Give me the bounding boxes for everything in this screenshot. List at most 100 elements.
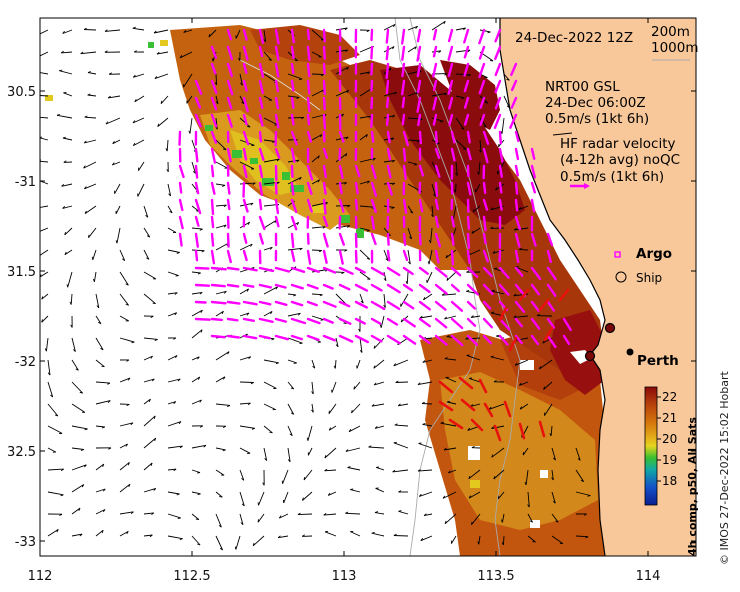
model-vector-head <box>271 338 275 341</box>
argo-label: Argo <box>636 246 672 262</box>
model-vector <box>95 400 111 405</box>
model-vector-head <box>84 115 88 118</box>
model-vector-head <box>479 149 482 153</box>
model-vector-head <box>60 494 64 497</box>
model-vector-head <box>301 117 305 120</box>
model-vector-head <box>514 227 517 231</box>
model-vector-head <box>446 335 450 337</box>
ship-position <box>584 350 596 362</box>
model-vector-head <box>346 90 350 93</box>
model-vector-head <box>80 51 84 55</box>
hf-vector <box>258 215 266 231</box>
hf-vector <box>416 62 422 78</box>
model-vector <box>115 205 121 215</box>
hf-vector <box>546 266 557 281</box>
hf-vector <box>226 317 239 322</box>
y-tick-label: -32 <box>15 355 36 370</box>
nrt-title: NRT00 GSL <box>545 79 620 95</box>
hf-vector <box>514 198 519 212</box>
model-vector <box>93 271 97 282</box>
model-vector <box>189 117 193 134</box>
model-vector <box>394 424 409 427</box>
model-vector <box>215 513 222 528</box>
hf-vector <box>514 164 519 177</box>
model-vector <box>575 469 585 482</box>
hf-vector <box>401 96 406 109</box>
model-vector-head <box>341 113 344 117</box>
hf-vector <box>290 249 296 262</box>
model-vector <box>239 469 245 481</box>
model-vector <box>297 513 313 516</box>
model-vector <box>307 447 313 456</box>
hf-vector <box>448 113 454 126</box>
ship-label: Ship <box>636 271 662 285</box>
model-vector-head <box>351 409 353 414</box>
model-vector <box>371 403 385 407</box>
model-vector <box>501 117 505 134</box>
model-vector-head <box>223 290 227 294</box>
model-vector <box>287 447 291 462</box>
hf-vector <box>370 266 385 276</box>
model-vector <box>132 117 145 124</box>
hf-vector <box>226 113 233 128</box>
hf-vector <box>434 300 447 311</box>
model-vector-head <box>347 205 351 208</box>
model-vector <box>527 491 530 508</box>
model-vector <box>215 183 226 186</box>
model-vector <box>345 512 361 515</box>
model-vector-head <box>40 159 42 161</box>
model-vector-head <box>132 120 136 124</box>
model-vector-head <box>542 340 545 344</box>
hf-vector <box>242 45 249 61</box>
model-vector-head <box>37 116 40 117</box>
model-vector <box>515 266 529 273</box>
model-vector <box>469 378 481 383</box>
model-vector <box>400 293 409 307</box>
model-vector-head <box>290 387 294 390</box>
model-vector-head <box>393 533 397 536</box>
model-vector-head <box>461 127 465 130</box>
model-vector-head <box>423 513 427 516</box>
model-vector-head <box>323 513 327 516</box>
hf-vector <box>418 300 431 311</box>
hf-vector <box>210 215 215 229</box>
model-vector <box>383 91 397 97</box>
hf-vector <box>242 334 258 340</box>
hf-vector <box>498 266 510 279</box>
hf-vector <box>514 232 521 248</box>
hf-vector <box>354 164 361 178</box>
model-vector <box>71 533 83 537</box>
model-vector <box>215 224 227 229</box>
model-vector <box>143 512 154 515</box>
hf-vector <box>242 317 256 322</box>
model-vector-head <box>392 469 396 473</box>
hf-vector <box>479 96 486 109</box>
model-vector <box>119 443 128 449</box>
hf-vector <box>401 79 406 96</box>
model-vector-head <box>368 445 372 448</box>
hf-vector <box>385 45 390 61</box>
model-vector-head <box>247 221 250 225</box>
hf-vector <box>226 249 233 264</box>
model-vector <box>383 46 395 53</box>
model-vector-head <box>40 136 43 138</box>
model-vector <box>47 359 51 376</box>
model-vector <box>40 137 49 141</box>
model-vector <box>215 95 219 104</box>
model-vector <box>263 381 277 389</box>
model-vector-head <box>104 29 108 32</box>
model-vector <box>431 20 446 31</box>
model-vector-head <box>394 91 397 95</box>
model-vector <box>407 161 418 165</box>
hf-vector <box>258 266 275 273</box>
model-vector <box>430 227 433 243</box>
model-vector-head <box>175 355 178 359</box>
model-vector <box>143 437 156 449</box>
model-vector <box>328 425 337 431</box>
hf-vector <box>242 96 249 113</box>
model-vector-head <box>101 365 105 368</box>
model-vector <box>359 249 371 260</box>
model-vector-head <box>192 170 196 174</box>
model-vector <box>431 183 437 197</box>
model-vector <box>191 227 203 230</box>
